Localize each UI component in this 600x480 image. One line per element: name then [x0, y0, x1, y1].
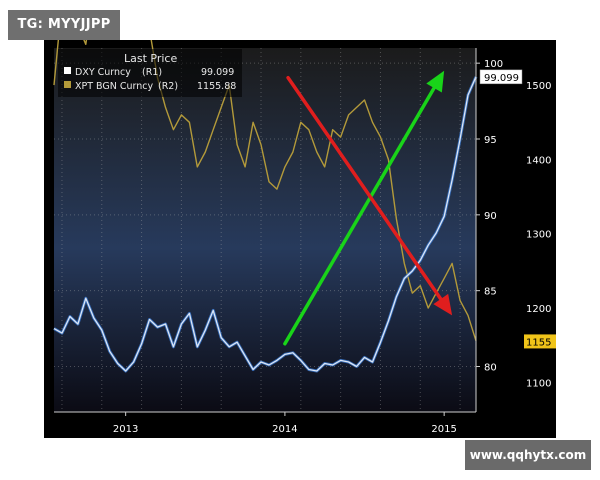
- dxy-last-price-label: 99.099: [484, 73, 519, 84]
- r2-tick-label: 1500: [526, 81, 551, 92]
- x-tick-label: 2014: [272, 424, 297, 435]
- red-down-arrow-shaft: [286, 75, 443, 301]
- legend-box: [58, 49, 242, 97]
- r1-tick-label: 80: [484, 363, 497, 374]
- r1-tick-label: 85: [484, 287, 497, 298]
- trend-arrows: [283, 70, 453, 346]
- legend-value-dxy: 99.099: [201, 67, 234, 78]
- series-layer: [53, 40, 478, 373]
- r1-tick-label: 90: [484, 211, 497, 222]
- legend-swatch-dxy: [64, 67, 71, 74]
- legend-ticker-dxy: DXY Curncy: [75, 67, 131, 78]
- legend-title: Last Price: [124, 52, 177, 65]
- green-up-arrow-shaft: [283, 86, 436, 346]
- legend-axis-xpt: (R2): [158, 81, 178, 92]
- legend: Last Price DXY Curncy (R1) 99.099 XPT BG…: [58, 49, 242, 97]
- red-down-arrow-head: [433, 293, 453, 316]
- xpt-last-price-label: 1155: [526, 337, 551, 348]
- plot-background: [54, 48, 476, 412]
- xpt-last-price-badge: [524, 334, 556, 349]
- chart-frame: 80 85 90 95 100 1100 1200 1300 1400 1500 2013 2014 2…: [44, 40, 556, 438]
- legend-value-xpt: 1155.88: [197, 81, 236, 92]
- r2-tick-label: 1200: [526, 304, 551, 315]
- dxy-dollar-index-line: [53, 76, 477, 372]
- legend-axis-dxy: (R1): [142, 67, 162, 78]
- watermark-bottom-right: www.qqhytx.com: [465, 440, 591, 470]
- watermark-top-left: TG: MYYJJPP: [8, 10, 120, 40]
- price-chart: 80 85 90 95 100 1100 1200 1300 1400 1500 2013 2014 2…: [53, 40, 556, 435]
- r2-tick-label: 1100: [526, 378, 551, 389]
- r2-tick-label: 1400: [526, 155, 551, 166]
- legend-swatch-xpt: [64, 81, 71, 88]
- r1-tick-label: 100: [484, 59, 503, 70]
- axes: 80 85 90 95 100 1100 1200 1300 1400 1500 2013 2014 2…: [54, 48, 556, 435]
- dxy-last-price-badge: [479, 69, 523, 85]
- r2-tick-label: 1300: [526, 230, 551, 241]
- xpt-platinum-line: [53, 40, 477, 342]
- x-tick-label: 2015: [431, 424, 456, 435]
- legend-ticker-xpt: XPT BGN Curncy: [75, 81, 154, 92]
- green-up-arrow-head: [426, 70, 445, 93]
- x-tick-label: 2013: [113, 424, 138, 435]
- r1-tick-label: 95: [484, 135, 497, 146]
